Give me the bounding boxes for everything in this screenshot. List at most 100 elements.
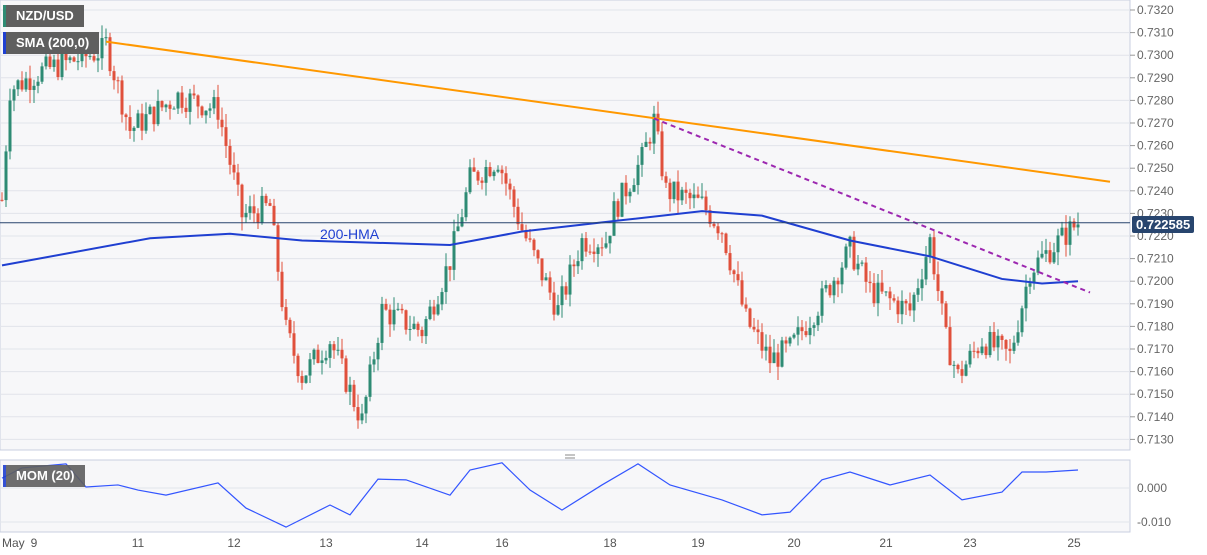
candle bbox=[464, 192, 468, 218]
candle bbox=[744, 304, 748, 309]
candle bbox=[480, 180, 484, 183]
y-tick-label: 0.7320 bbox=[1137, 3, 1174, 17]
candle bbox=[124, 114, 128, 118]
candle bbox=[112, 71, 116, 81]
candle bbox=[884, 291, 888, 293]
candle bbox=[476, 171, 480, 181]
candle bbox=[900, 300, 904, 315]
candle bbox=[252, 206, 256, 214]
candle bbox=[264, 195, 268, 204]
candle bbox=[680, 189, 684, 201]
candle bbox=[616, 201, 620, 217]
candle bbox=[944, 303, 948, 328]
y-tick-label: 0.7200 bbox=[1137, 274, 1174, 288]
x-tick-label: 23 bbox=[963, 536, 977, 550]
y-tick-label: 0.7310 bbox=[1137, 26, 1174, 40]
candle bbox=[336, 349, 340, 351]
candle bbox=[1008, 348, 1012, 351]
x-tick-label: 19 bbox=[691, 536, 705, 550]
candle bbox=[792, 334, 796, 338]
candle bbox=[324, 357, 328, 361]
candle bbox=[936, 274, 940, 292]
candle bbox=[684, 189, 688, 193]
candle bbox=[628, 191, 632, 197]
candle bbox=[720, 233, 724, 235]
candle bbox=[692, 194, 696, 199]
candle bbox=[976, 350, 980, 354]
candle bbox=[520, 224, 524, 231]
candle bbox=[88, 56, 92, 58]
current-price-tag: 0.722585 bbox=[1132, 216, 1195, 233]
candle bbox=[232, 164, 236, 173]
candle bbox=[752, 326, 756, 330]
candle bbox=[1056, 235, 1060, 253]
candle bbox=[828, 285, 832, 296]
candle bbox=[864, 262, 868, 282]
candle bbox=[708, 210, 712, 224]
candle bbox=[588, 251, 592, 253]
y-tick-label: 0.7260 bbox=[1137, 139, 1174, 153]
candle bbox=[164, 104, 168, 108]
candle bbox=[108, 37, 112, 72]
candle bbox=[236, 172, 240, 185]
candle bbox=[600, 247, 604, 249]
x-tick-label: 12 bbox=[227, 536, 241, 550]
candle bbox=[1044, 250, 1048, 254]
candle bbox=[248, 206, 252, 213]
y-tick-label: 0.7250 bbox=[1137, 161, 1174, 175]
candle bbox=[604, 243, 608, 248]
candle bbox=[280, 271, 284, 308]
candle bbox=[400, 308, 404, 311]
candle bbox=[1040, 253, 1044, 258]
candle bbox=[360, 413, 364, 421]
candle bbox=[644, 141, 648, 147]
momentum-line bbox=[1, 462, 1079, 528]
candle bbox=[344, 358, 348, 392]
candle bbox=[64, 53, 68, 61]
candle bbox=[96, 58, 100, 61]
candle bbox=[996, 335, 1000, 348]
candle bbox=[1004, 339, 1008, 349]
candle bbox=[732, 270, 736, 275]
y-tick-label: 0.7150 bbox=[1137, 387, 1174, 401]
candle bbox=[432, 306, 436, 315]
candle bbox=[352, 384, 356, 408]
candle bbox=[196, 95, 200, 107]
candle bbox=[552, 292, 556, 315]
candle bbox=[724, 233, 728, 254]
candle bbox=[4, 151, 8, 201]
candle bbox=[568, 264, 572, 295]
candle bbox=[160, 101, 164, 108]
candle bbox=[1012, 342, 1016, 351]
candle bbox=[924, 257, 928, 280]
candle bbox=[36, 81, 40, 86]
candle bbox=[1036, 257, 1040, 273]
candle bbox=[632, 185, 636, 192]
y-tick-label: 0.7280 bbox=[1137, 93, 1174, 107]
candle bbox=[504, 173, 508, 184]
candle bbox=[272, 205, 276, 226]
candle bbox=[664, 176, 668, 183]
candle bbox=[316, 349, 320, 363]
x-tick-label: 13 bbox=[319, 536, 333, 550]
x-tick-label: 9 bbox=[31, 536, 38, 550]
candle bbox=[956, 364, 960, 370]
candle bbox=[100, 37, 104, 59]
candle bbox=[76, 61, 80, 63]
candle bbox=[60, 53, 64, 77]
candle bbox=[24, 78, 28, 90]
candle bbox=[740, 280, 744, 305]
candle bbox=[848, 236, 852, 247]
candle bbox=[508, 183, 512, 190]
candle bbox=[584, 238, 588, 252]
candle bbox=[860, 262, 864, 264]
candle bbox=[44, 56, 48, 67]
candle bbox=[452, 231, 456, 270]
candle bbox=[260, 195, 264, 223]
candle bbox=[812, 325, 816, 328]
candle bbox=[132, 127, 136, 131]
candle bbox=[396, 308, 400, 310]
candle bbox=[756, 329, 760, 333]
candle bbox=[356, 407, 360, 421]
